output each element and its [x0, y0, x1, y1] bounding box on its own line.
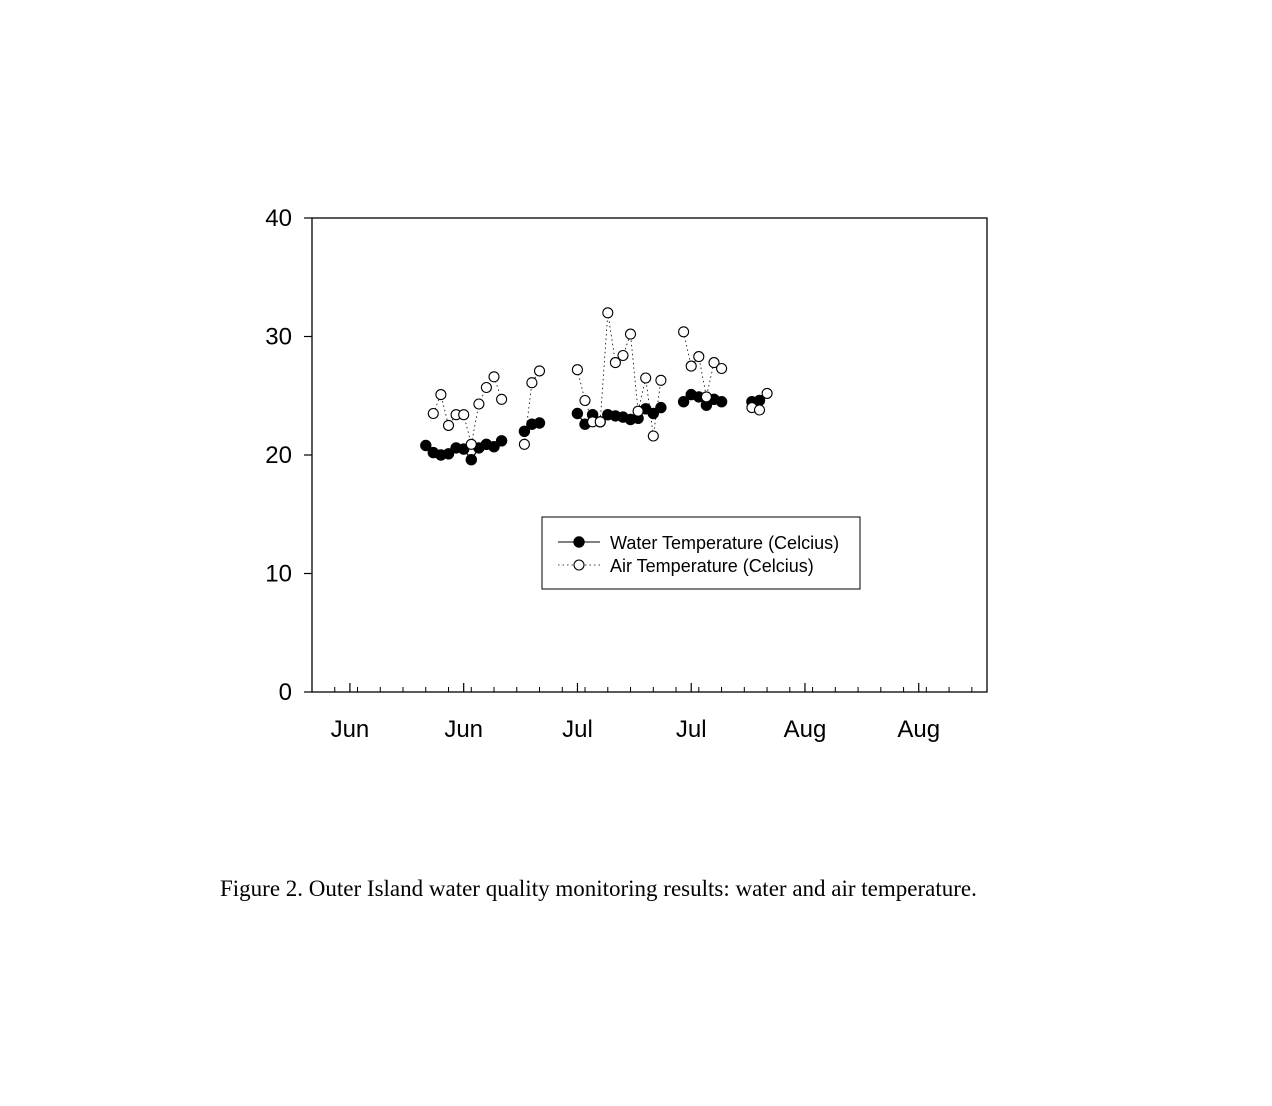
water-temp-point — [465, 454, 477, 466]
x-axis: Jun Jun Jul Jul Aug Aug — [331, 683, 940, 743]
x-tick-label: Jul — [562, 716, 593, 743]
air-temp-point — [427, 407, 439, 420]
y-tick-label: 20 — [265, 442, 292, 469]
legend: Water Temperature (Celcius) Air Temperat… — [541, 516, 861, 590]
water-temp-point — [647, 407, 659, 420]
water-temperature-series — [420, 388, 766, 466]
plot-frame — [311, 217, 988, 693]
legend-water-marker — [573, 536, 585, 548]
air-temp-point — [526, 377, 538, 389]
x-axis-minor-ticks — [311, 687, 973, 692]
y-tick-label: 0 — [279, 679, 292, 706]
x-tick-label: Jun — [444, 716, 483, 743]
air-temp-point — [473, 398, 485, 410]
air-temperature-series-line — [432, 375, 502, 445]
air-temp-point — [624, 328, 637, 340]
x-tick-label: Jul — [676, 716, 707, 743]
water-temp-point — [442, 448, 455, 460]
air-temp-point — [753, 404, 766, 416]
water-temp-point — [518, 425, 531, 437]
water-temp-point — [420, 439, 432, 452]
y-axis: 0 10 20 30 40 — [265, 205, 312, 706]
air-temp-point — [708, 357, 720, 369]
air-temp-point — [640, 372, 652, 384]
water-temp-point — [495, 435, 508, 447]
y-tick-label: 40 — [265, 205, 292, 232]
water-temp-point — [488, 441, 500, 453]
water-temp-point — [533, 417, 546, 429]
water-temp-point — [715, 396, 728, 408]
air-temp-point — [602, 307, 614, 319]
air-temp-point — [609, 357, 621, 369]
legend-water-label: Water Temperature (Celcius) — [610, 533, 839, 553]
figure-caption: Figure 2. Outer Island water quality mon… — [220, 876, 977, 901]
air-temp-point — [533, 365, 546, 377]
air-temp-point — [496, 393, 508, 405]
air-temp-point — [571, 364, 583, 376]
air-temp-point — [617, 349, 629, 362]
air-temp-point — [480, 381, 492, 394]
air-temp-point — [442, 419, 455, 431]
water-temp-point — [655, 401, 667, 414]
x-tick-label: Aug — [897, 716, 940, 743]
air-temp-point — [518, 438, 530, 450]
air-temp-point — [655, 374, 667, 386]
legend-air-label: Air Temperature (Celcius) — [610, 556, 814, 576]
air-temp-point — [594, 416, 606, 428]
series-layer — [420, 307, 773, 466]
air-temp-point — [488, 371, 500, 383]
air-temp-point — [716, 362, 728, 375]
air-temp-point — [685, 360, 697, 372]
air-temperature-series-line — [683, 331, 722, 397]
air-temp-point — [678, 326, 690, 338]
water-temp-point — [571, 407, 584, 420]
air-temp-point — [458, 409, 470, 421]
x-tick-label: Aug — [784, 716, 827, 743]
air-temp-point — [700, 391, 712, 403]
air-temp-point — [435, 389, 447, 401]
x-tick-label: Jun — [331, 716, 370, 743]
y-tick-label: 30 — [265, 324, 292, 351]
y-tick-label: 10 — [265, 561, 292, 588]
water-temp-point — [677, 396, 690, 408]
air-temp-point — [465, 438, 477, 450]
air-temperature-series — [427, 307, 773, 450]
air-temp-point — [632, 405, 644, 417]
legend-box — [541, 516, 861, 590]
air-temp-point — [761, 387, 773, 399]
air-temp-point — [647, 430, 659, 442]
air-temp-point — [693, 351, 705, 363]
legend-air-marker — [573, 559, 585, 571]
air-temp-point — [579, 394, 591, 407]
